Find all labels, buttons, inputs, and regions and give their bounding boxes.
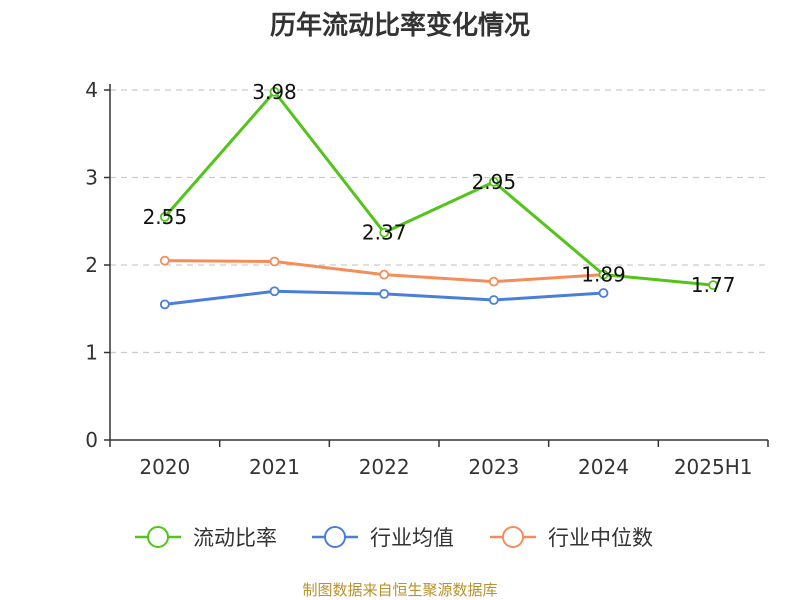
x-tick-label: 2025H1 [674,455,753,479]
y-tick-label: 0 [85,428,98,452]
data-label: 3.98 [252,80,297,104]
legend-swatch-marker [147,526,169,548]
series-2-point [159,255,170,266]
x-tick-label: 2024 [578,455,629,479]
legend-item-2[interactable]: 行业中位数 [490,526,653,550]
series-group [159,86,719,310]
chart-title: 历年流动比率变化情况 [270,10,530,41]
y-tick-label: 2 [85,253,98,277]
x-tick-label: 2020 [139,455,190,479]
series-0-point [159,211,170,222]
series-1-point [488,295,499,305]
legend-label: 行业中位数 [548,526,653,550]
series-2-point [379,269,390,280]
grid [110,89,768,354]
source-note: 制图数据来自恒生聚源数据库 [302,581,497,599]
legend-swatch-marker [502,526,524,548]
y-tick-label: 3 [85,166,98,190]
y-tick-label: 1 [85,341,98,365]
y-tick-label: 4 [85,78,98,102]
legend-label: 行业均值 [370,526,454,550]
series-1-point [159,299,170,310]
data-label: 2.55 [143,205,188,229]
data-label: 2.95 [472,170,517,194]
legend-item-0[interactable]: 流动比率 [135,526,277,550]
series-line-0 [163,90,714,287]
data-label: 1.77 [691,273,736,297]
series-0-point [269,86,280,97]
series-0-point [708,280,719,291]
series-0-point [379,227,390,238]
series-2-point [488,276,499,287]
legend-label: 流动比率 [193,526,277,550]
series-1-point [269,286,280,297]
x-tick-label: 2023 [468,455,519,479]
x-tick-label: 2022 [359,455,410,479]
series-1-point [379,288,390,299]
series-0-point [598,269,609,280]
series-0-point [488,176,499,187]
legend[interactable]: 流动比率 行业均值 行业中位数 [135,526,653,550]
legend-swatch-marker [324,526,346,548]
data-labels: 2.55 3.98 2.37 2.95 1.89 1.77 [143,80,736,297]
data-label: 2.37 [362,221,407,245]
legend-item-1[interactable]: 行业均值 [312,526,454,550]
x-tick-label: 2021 [249,455,300,479]
data-label: 1.89 [581,263,626,287]
series-1-point [598,288,609,298]
axes: 0 1 2 3 4 2020 2021 2022 2023 2024 2025H1 [85,78,769,479]
series-2-point [269,256,280,267]
